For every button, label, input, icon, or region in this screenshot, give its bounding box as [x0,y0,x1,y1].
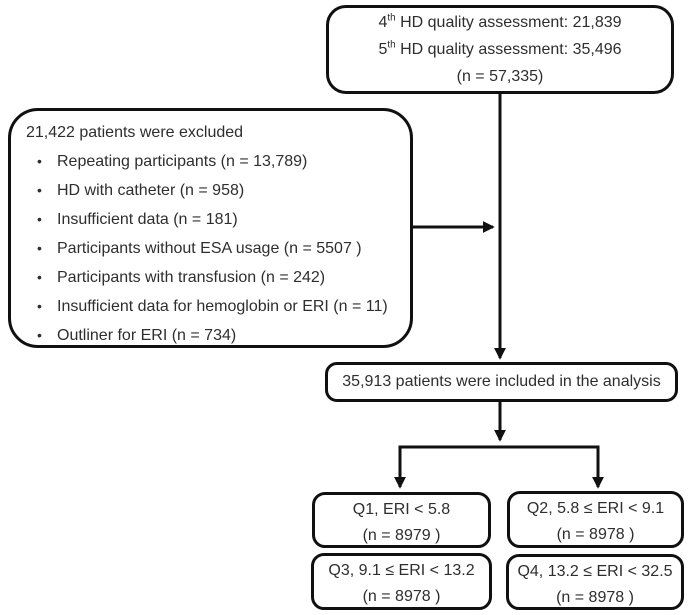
quartile-n: (n = 8979 ) [362,526,441,544]
excluded-item-outliner: • Outliner for ERI (n = 734) [37,321,398,350]
assessment-line-5th: 5th HD quality assessment: 35,496 [378,39,622,58]
bullet-icon: • [37,298,42,314]
quartile-label: Q1, ERI < 5.8 [352,500,451,518]
quartile-q2-box: Q2, 5.8 ≤ ERI < 9.1 (n = 8978 ) [507,491,684,548]
excluded-item-label: Participants without ESA usage (n = 5507… [57,240,362,257]
excluded-patients-box: 21,422 patients were excluded • Repeatin… [8,108,413,348]
excluded-item-no-esa: • Participants without ESA usage (n = 55… [37,234,398,263]
quartile-label: Q3, 9.1 ≤ ERI < 13.2 [328,562,475,579]
excluded-item-transfusion: • Participants with transfusion (n = 242… [37,263,398,292]
quartile-q3-box: Q3, 9.1 ≤ ERI < 13.2 (n = 8978 ) [311,553,492,610]
assessment-total-n: (n = 57,335) [456,68,544,85]
bullet-icon: • [37,240,42,256]
bullet-icon: • [37,211,42,227]
excluded-item-catheter: • HD with catheter (n = 958) [37,176,398,205]
excluded-item-label: Participants with transfusion (n = 242) [57,269,326,286]
quartile-label: Q2, 5.8 ≤ ERI < 9.1 [526,500,665,517]
excluded-item-label: Insufficient data for hemoglobin or ERI … [57,298,388,315]
excluded-item-label: Repeating participants (n = 13,789) [57,153,308,170]
quartile-n: (n = 8978 ) [556,588,634,606]
excluded-item-insufficient-data: • Insufficient data (n = 181) [37,205,398,234]
quartile-label: Q4, 13.2 ≤ ERI < 32.5 [517,562,673,580]
connector-split-to-quartiles-arrows [394,445,604,489]
excluded-title: 21,422 patients were excluded [26,124,244,141]
included-patients-box: 35,913 patients were included in the ana… [325,362,678,402]
excluded-item-hgb-eri: • Insufficient data for hemoglobin or ER… [37,292,398,321]
bullet-icon: • [37,182,42,198]
excluded-item-repeating: • Repeating participants (n = 13,789) [37,147,398,176]
quartile-q4-box: Q4, 13.2 ≤ ERI < 32.5 (n = 8978 ) [506,554,684,610]
quartile-q1-box: Q1, ERI < 5.8 (n = 8979 ) [312,492,491,548]
bullet-icon: • [37,153,42,169]
excluded-item-label: Insufficient data (n = 181) [57,211,238,228]
bullet-icon: • [37,269,42,285]
ordinal-suffix: th [387,12,396,24]
excluded-item-label: HD with catheter (n = 958) [57,182,245,199]
assessment-total-box: 4th HD quality assessment: 21,839 5th HD… [326,5,674,94]
ordinal-suffix: th [387,39,396,51]
assessment-line-4th: 4th HD quality assessment: 21,839 [378,12,622,31]
quartile-n: (n = 8978 ) [362,588,441,605]
excluded-item-label: Outliner for ERI (n = 734) [57,327,237,344]
bullet-icon: • [37,327,42,343]
quartile-n: (n = 8978 ) [556,526,635,543]
included-text: 35,913 patients were included in the ana… [342,373,661,390]
